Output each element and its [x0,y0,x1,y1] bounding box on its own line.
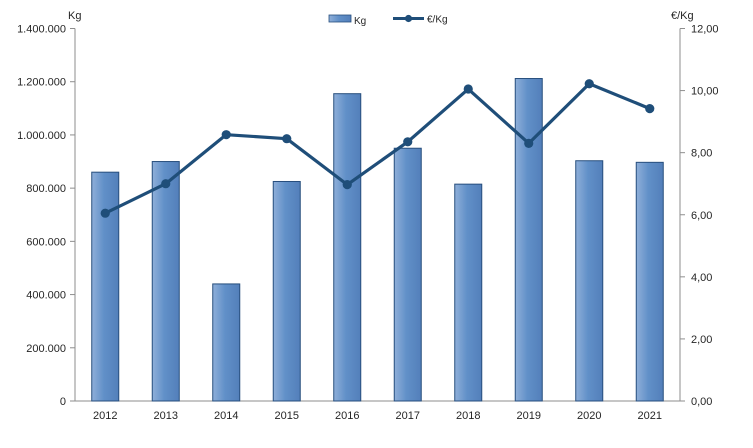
price-line-marker [100,208,110,218]
x-axis-label: 2021 [638,410,662,422]
price-line-marker [161,179,171,189]
right-axis-tick-label: 10,00 [691,86,719,98]
right-axis-tick-label: 6,00 [691,210,712,222]
bar [272,180,301,402]
price-line-marker [221,130,231,140]
left-axis-tick-label: 600.000 [26,236,66,248]
bar [514,78,543,402]
bar-series [91,78,664,402]
legend: Kg €/Kg [328,14,448,27]
right-axis-title: €/Kg [671,10,694,22]
price-line-marker [524,138,534,148]
legend-label-price: €/Kg [427,15,448,26]
x-axis-label: 2020 [577,410,601,422]
left-axis-tick-label: 1.400.000 [17,24,66,36]
price-line [103,82,652,215]
price-line-marker [403,137,413,147]
left-axis-tick-label: 0 [60,396,66,408]
bar [575,160,604,402]
bar [151,161,180,402]
price-line-marker [463,84,473,94]
legend-swatch-kg [328,14,352,23]
x-axis-label: 2019 [517,410,541,422]
price-line-marker [584,79,594,89]
bar [91,171,120,402]
left-axis-tick-label: 1.000.000 [17,130,66,142]
left-axis-tick-label: 400.000 [26,290,66,302]
price-line-marker [342,180,352,190]
right-axis-tick-label: 0,00 [691,396,712,408]
x-axis-label: 2018 [456,410,480,422]
x-axis-label: 2012 [93,410,117,422]
price-line-marker [645,103,655,114]
legend-swatch-price-marker [404,14,413,23]
x-axis-label: 2016 [335,410,359,422]
x-axis-label: 2017 [396,410,420,422]
bar [212,283,241,402]
bar [635,161,664,402]
left-axis-tick-label: 1.200.000 [17,77,66,89]
legend-label-kg: Kg [354,16,366,27]
bar [333,93,362,402]
left-axis-title: Kg [68,10,81,22]
price-line-series [100,79,655,218]
left-axis-tick-label: 800.000 [26,183,66,195]
x-axis-label: 2013 [154,410,178,422]
x-axis-label: 2014 [214,410,238,422]
right-axis-tick-label: 4,00 [691,272,712,284]
right-axis-tick-label: 12,00 [691,24,719,36]
price-line-marker [282,134,292,144]
right-axis-tick-label: 2,00 [691,334,712,346]
left-axis-tick-label: 200.000 [26,343,66,355]
bar [393,147,422,402]
bar [454,183,483,402]
right-axis-tick-label: 8,00 [691,148,712,160]
x-axis-label: 2015 [275,410,299,422]
